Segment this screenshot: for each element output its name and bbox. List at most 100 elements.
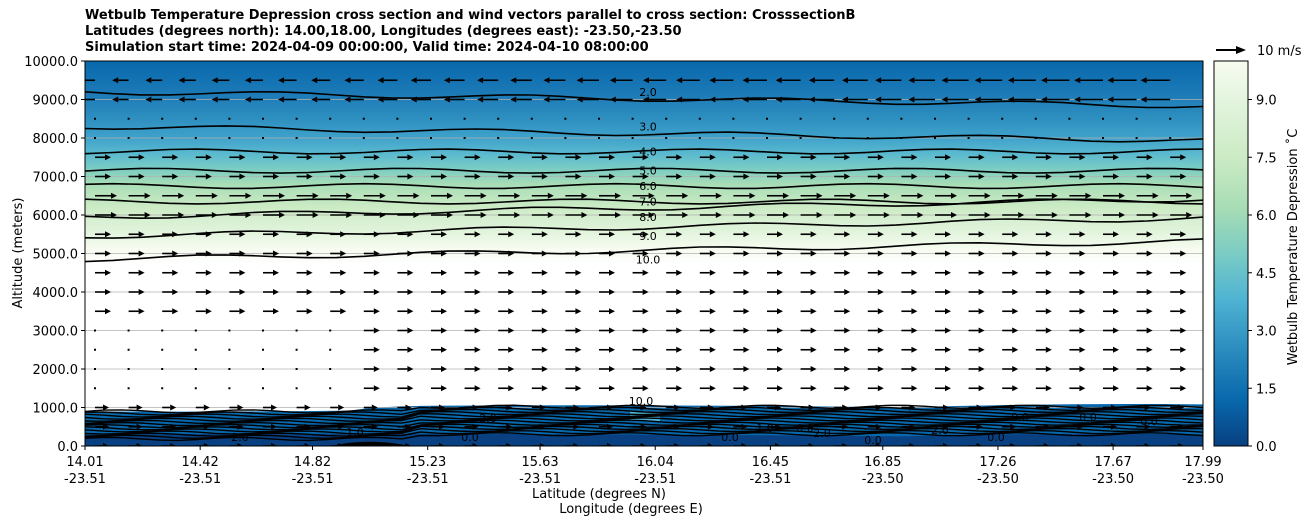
wind-arrow-head (877, 250, 884, 257)
wind-arrow-head (1012, 308, 1019, 315)
wind-arrow-head (344, 77, 351, 84)
wind-arrow-head (340, 231, 347, 238)
wind-arrow-head (1186, 212, 1193, 218)
wind-arrow-head (539, 423, 546, 430)
wind-arrow-head (911, 173, 918, 180)
wind-arrow-head (707, 404, 714, 411)
wind-dot (228, 348, 231, 351)
wind-arrow-head (138, 231, 145, 238)
wind-arrow-head (443, 77, 450, 84)
wind-arrow-head (103, 404, 109, 411)
wind-arrow-head (340, 173, 347, 180)
wind-dot (194, 348, 197, 351)
contour-label-lower: 2.0 (231, 431, 249, 444)
wind-arrow-head (875, 423, 882, 430)
wind-dot (665, 137, 668, 139)
wind-arrow-head (575, 289, 582, 295)
wind-arrow-head (908, 96, 915, 103)
contour-label: 4.0 (639, 145, 657, 158)
wind-arrow-head (1012, 154, 1019, 161)
wind-arrow-head (474, 327, 481, 334)
wind-arrow-head (810, 154, 817, 161)
wind-arrow-head (211, 96, 218, 103)
wind-arrow-head (340, 308, 347, 315)
wind-dot (262, 368, 264, 370)
wind-arrow-head (145, 96, 152, 103)
wind-arrow-head (842, 443, 849, 446)
y-axis-label: Altitude (meters) (11, 198, 26, 309)
wind-arrow-head (642, 250, 649, 257)
wind-arrow-head (742, 96, 749, 103)
wind-arrow-head (676, 173, 683, 180)
wind-arrow-head (1079, 231, 1086, 238)
wind-arrow-head (609, 269, 615, 276)
wind-arrow-head (1012, 289, 1019, 295)
wind-arrow-head (1079, 385, 1086, 392)
x-tick-label-lon: -23.51 (634, 472, 676, 487)
wind-arrow-head (338, 443, 345, 446)
y-tick-label: 2000.0 (33, 363, 79, 378)
wind-arrow-head (1180, 173, 1187, 180)
wind-arrow-head (941, 96, 948, 103)
wind-arrow-head (441, 346, 447, 353)
wind-arrow-head (844, 346, 851, 353)
wind-dot (732, 137, 735, 139)
wind-arrow-head (541, 308, 548, 315)
contour-label-lower: 0.0 (796, 422, 814, 435)
wind-arrow-head (911, 289, 918, 295)
wind-dot (967, 117, 970, 120)
wind-arrow-head (575, 250, 582, 257)
wind-arrow-head (304, 404, 311, 411)
wind-dot (698, 137, 701, 139)
wind-arrow-head (1012, 346, 1019, 353)
wind-arrow-head (205, 173, 212, 180)
wind-arrow-head (203, 404, 210, 411)
wind-arrow-head (909, 423, 916, 430)
wind-arrow-head (676, 366, 683, 372)
wind-arrow-head (1146, 289, 1153, 295)
wind-arrow-head (709, 154, 716, 161)
wind-arrow-head (508, 173, 515, 180)
wind-arrow-head (777, 366, 783, 372)
wind-arrow-head (1111, 423, 1117, 430)
wind-arrow-head (844, 289, 851, 295)
x-tick-label-lat: 17.26 (979, 455, 1016, 470)
wind-arrow-head (715, 192, 722, 199)
wind-arrow-head (609, 77, 616, 84)
wind-arrow-head (111, 212, 117, 218)
wind-arrow-head (682, 192, 689, 199)
wind-arrow-head (1012, 327, 1019, 334)
wind-arrow-head (306, 154, 313, 161)
wind-arrow-head (278, 96, 285, 103)
wind-arrow-head (978, 366, 985, 372)
x-tick-label-lat: 14.82 (294, 455, 331, 470)
wind-dot (94, 137, 96, 139)
wind-arrow-head (945, 366, 951, 372)
wind-dot (1102, 137, 1104, 139)
wind-arrow-head (304, 423, 311, 430)
wind-dot (564, 137, 567, 139)
wind-arrow-head (1146, 366, 1153, 372)
wind-arrow-head (443, 96, 450, 103)
x-tick-label-lon: -23.51 (292, 472, 334, 487)
wind-arrow-head (506, 423, 513, 430)
contour-labels: 2.0 3.0 4.0 5.0 6.0 7.0 8.0 9.0 10.0 10.0 2.0 1.0 0.… (231, 86, 1158, 447)
wind-arrow-head (974, 77, 981, 84)
wind-dot (94, 329, 96, 332)
wind-arrow-head (607, 423, 613, 430)
wind-arrow-head (543, 96, 550, 103)
wind-arrow-head (541, 269, 548, 276)
contour-label-lower: 0.0 (721, 431, 739, 444)
wind-arrow-head (844, 269, 851, 276)
wind-arrow-head (373, 385, 380, 392)
wind-arrow-head (640, 423, 647, 430)
wind-arrow-head (205, 269, 212, 276)
wind-arrow-head (172, 308, 179, 315)
wind-dot (127, 368, 130, 370)
wind-arrow-head (850, 212, 857, 218)
wind-arrow-head (709, 308, 716, 315)
wind-dot (262, 387, 264, 390)
wind-arrow-head (273, 173, 279, 180)
wind-arrow-head (413, 212, 420, 218)
colorbar-tick-label: 0.0 (1256, 440, 1277, 455)
